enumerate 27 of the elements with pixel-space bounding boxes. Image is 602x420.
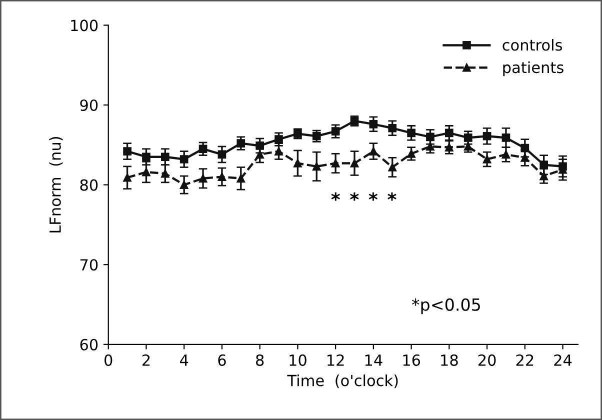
x-tick-label: 12: [328, 354, 344, 366]
y-tick-label: 60: [80, 338, 98, 350]
x-axis-title: Time (o'clock): [287, 374, 398, 388]
y-tick-label: 80: [80, 179, 98, 191]
x-tick-label: 6: [218, 354, 226, 366]
annotation: *: [331, 192, 340, 201]
annotation: *: [368, 192, 378, 201]
annotation: *p<0.05: [412, 298, 480, 314]
legend-label: controls: [502, 38, 562, 51]
x-tick-label: 8: [256, 354, 264, 366]
x-tick-label: 14: [365, 354, 382, 366]
x-tick-label: 4: [180, 354, 188, 366]
annotation: *: [388, 192, 396, 201]
x-tick-label: 20: [478, 354, 496, 366]
x-tick-label: 22: [516, 354, 534, 366]
y-axis-title: LFnorm (nu): [49, 137, 63, 232]
x-tick-label: 24: [554, 354, 572, 366]
x-tick-label: 16: [403, 354, 420, 366]
legend-label: patients: [503, 61, 564, 76]
y-tick-label: 90: [80, 99, 98, 112]
y-tick-label: 70: [80, 259, 98, 271]
annotation: *: [350, 192, 359, 201]
x-tick-label: 0: [104, 354, 112, 366]
y-tick-label: 100: [71, 20, 98, 32]
x-tick-label: 10: [290, 354, 306, 366]
x-tick-label: 18: [441, 354, 458, 366]
x-tick-label: 2: [142, 354, 150, 366]
